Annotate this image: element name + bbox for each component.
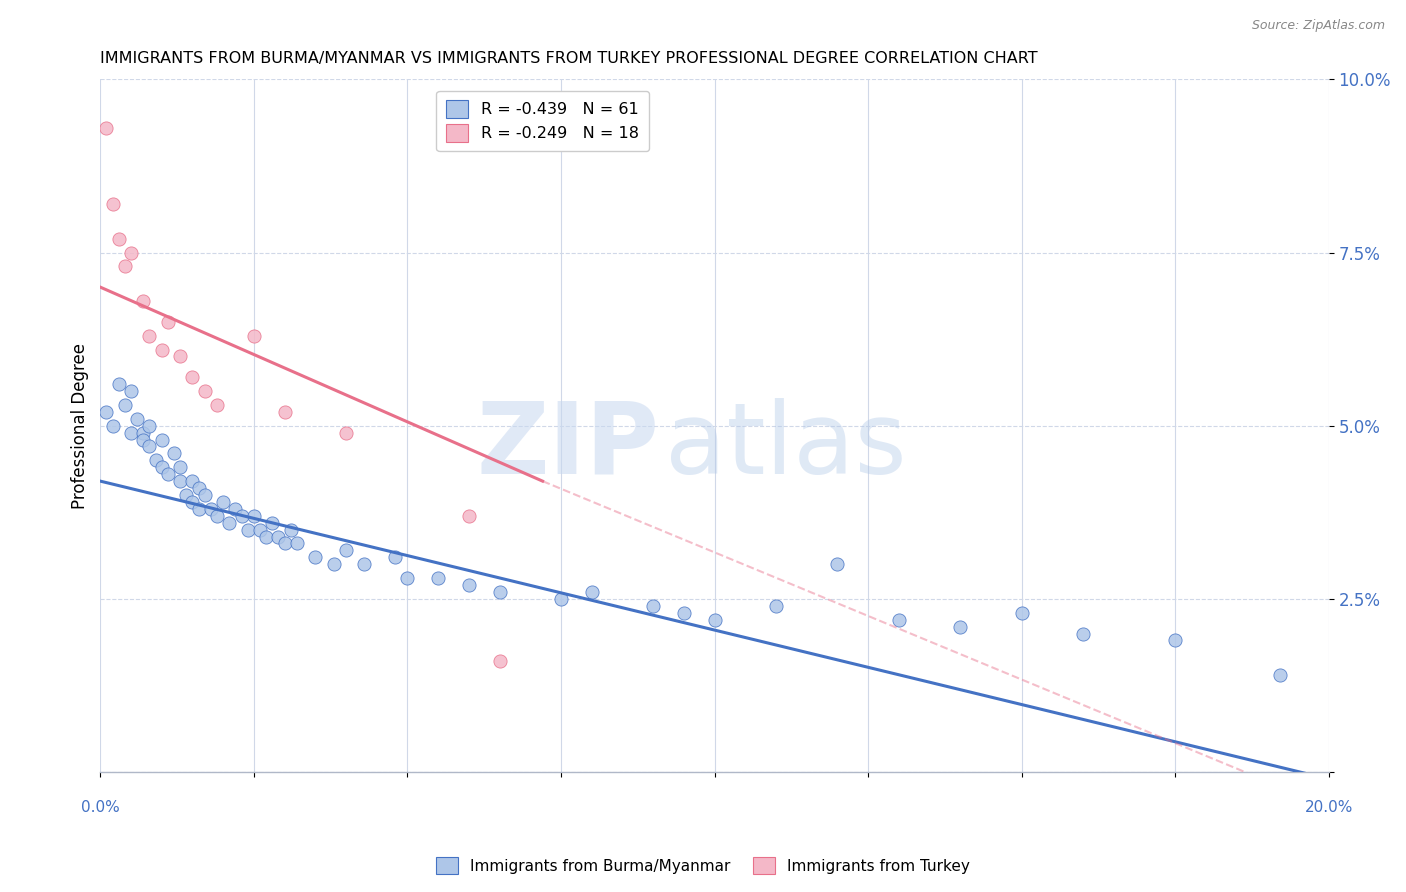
Point xyxy=(138,418,160,433)
Point xyxy=(643,599,665,613)
Point xyxy=(335,543,357,558)
Point xyxy=(101,197,124,211)
Point xyxy=(304,550,326,565)
Point xyxy=(1071,626,1094,640)
Point xyxy=(181,474,204,488)
Point xyxy=(176,488,198,502)
Point xyxy=(200,501,222,516)
Point xyxy=(827,558,849,572)
Point xyxy=(457,508,479,523)
Point xyxy=(765,599,787,613)
Point xyxy=(114,260,136,274)
Point xyxy=(285,536,308,550)
Text: atlas: atlas xyxy=(665,398,907,495)
Point xyxy=(194,488,217,502)
Point xyxy=(101,418,124,433)
Point xyxy=(156,315,179,329)
Point xyxy=(120,245,142,260)
Point xyxy=(205,508,228,523)
Point xyxy=(672,606,695,620)
Point xyxy=(187,481,209,495)
Point xyxy=(254,530,277,544)
Point xyxy=(243,328,266,343)
Point xyxy=(267,530,290,544)
Point xyxy=(243,508,266,523)
Point xyxy=(488,585,510,599)
Point xyxy=(145,453,167,467)
Point xyxy=(127,411,149,425)
Point xyxy=(887,613,910,627)
Point xyxy=(120,384,142,398)
Point xyxy=(280,523,302,537)
Point xyxy=(703,613,725,627)
Point xyxy=(181,370,204,384)
Point xyxy=(224,501,246,516)
Point xyxy=(120,425,142,440)
Point xyxy=(384,550,406,565)
Point xyxy=(236,523,259,537)
Point xyxy=(550,591,572,606)
Point xyxy=(273,536,295,550)
Point xyxy=(132,425,155,440)
Point xyxy=(353,558,375,572)
Point xyxy=(427,571,450,585)
Point xyxy=(114,398,136,412)
Point xyxy=(205,398,228,412)
Text: IMMIGRANTS FROM BURMA/MYANMAR VS IMMIGRANTS FROM TURKEY PROFESSIONAL DEGREE CORR: IMMIGRANTS FROM BURMA/MYANMAR VS IMMIGRA… xyxy=(100,51,1038,66)
Point xyxy=(156,467,179,482)
Point xyxy=(132,433,155,447)
Text: Source: ZipAtlas.com: Source: ZipAtlas.com xyxy=(1251,19,1385,31)
Point xyxy=(169,474,191,488)
Point xyxy=(322,558,344,572)
Legend: Immigrants from Burma/Myanmar, Immigrants from Turkey: Immigrants from Burma/Myanmar, Immigrant… xyxy=(430,851,976,880)
Point xyxy=(169,460,191,475)
Point xyxy=(231,508,253,523)
Point xyxy=(150,460,173,475)
Text: ZIP: ZIP xyxy=(477,398,659,495)
Y-axis label: Professional Degree: Professional Degree xyxy=(72,343,89,508)
Point xyxy=(212,495,235,509)
Point xyxy=(187,501,209,516)
Point xyxy=(163,446,186,460)
Point xyxy=(262,516,284,530)
Point xyxy=(218,516,240,530)
Legend: R = -0.439   N = 61, R = -0.249   N = 18: R = -0.439 N = 61, R = -0.249 N = 18 xyxy=(436,91,648,151)
Point xyxy=(194,384,217,398)
Point xyxy=(107,232,129,246)
Point xyxy=(150,343,173,357)
Text: 20.0%: 20.0% xyxy=(1305,800,1353,814)
Point xyxy=(1011,606,1033,620)
Point xyxy=(96,120,118,135)
Point xyxy=(396,571,419,585)
Point xyxy=(488,654,510,668)
Point xyxy=(1164,633,1187,648)
Point xyxy=(181,495,204,509)
Point xyxy=(132,293,155,308)
Point xyxy=(335,425,357,440)
Point xyxy=(273,405,295,419)
Point xyxy=(138,440,160,454)
Point xyxy=(949,619,972,633)
Point xyxy=(1268,668,1291,682)
Point xyxy=(581,585,603,599)
Point xyxy=(249,523,271,537)
Point xyxy=(107,377,129,392)
Text: 0.0%: 0.0% xyxy=(82,800,120,814)
Point xyxy=(96,405,118,419)
Point xyxy=(150,433,173,447)
Point xyxy=(457,578,479,592)
Point xyxy=(138,328,160,343)
Point xyxy=(169,350,191,364)
